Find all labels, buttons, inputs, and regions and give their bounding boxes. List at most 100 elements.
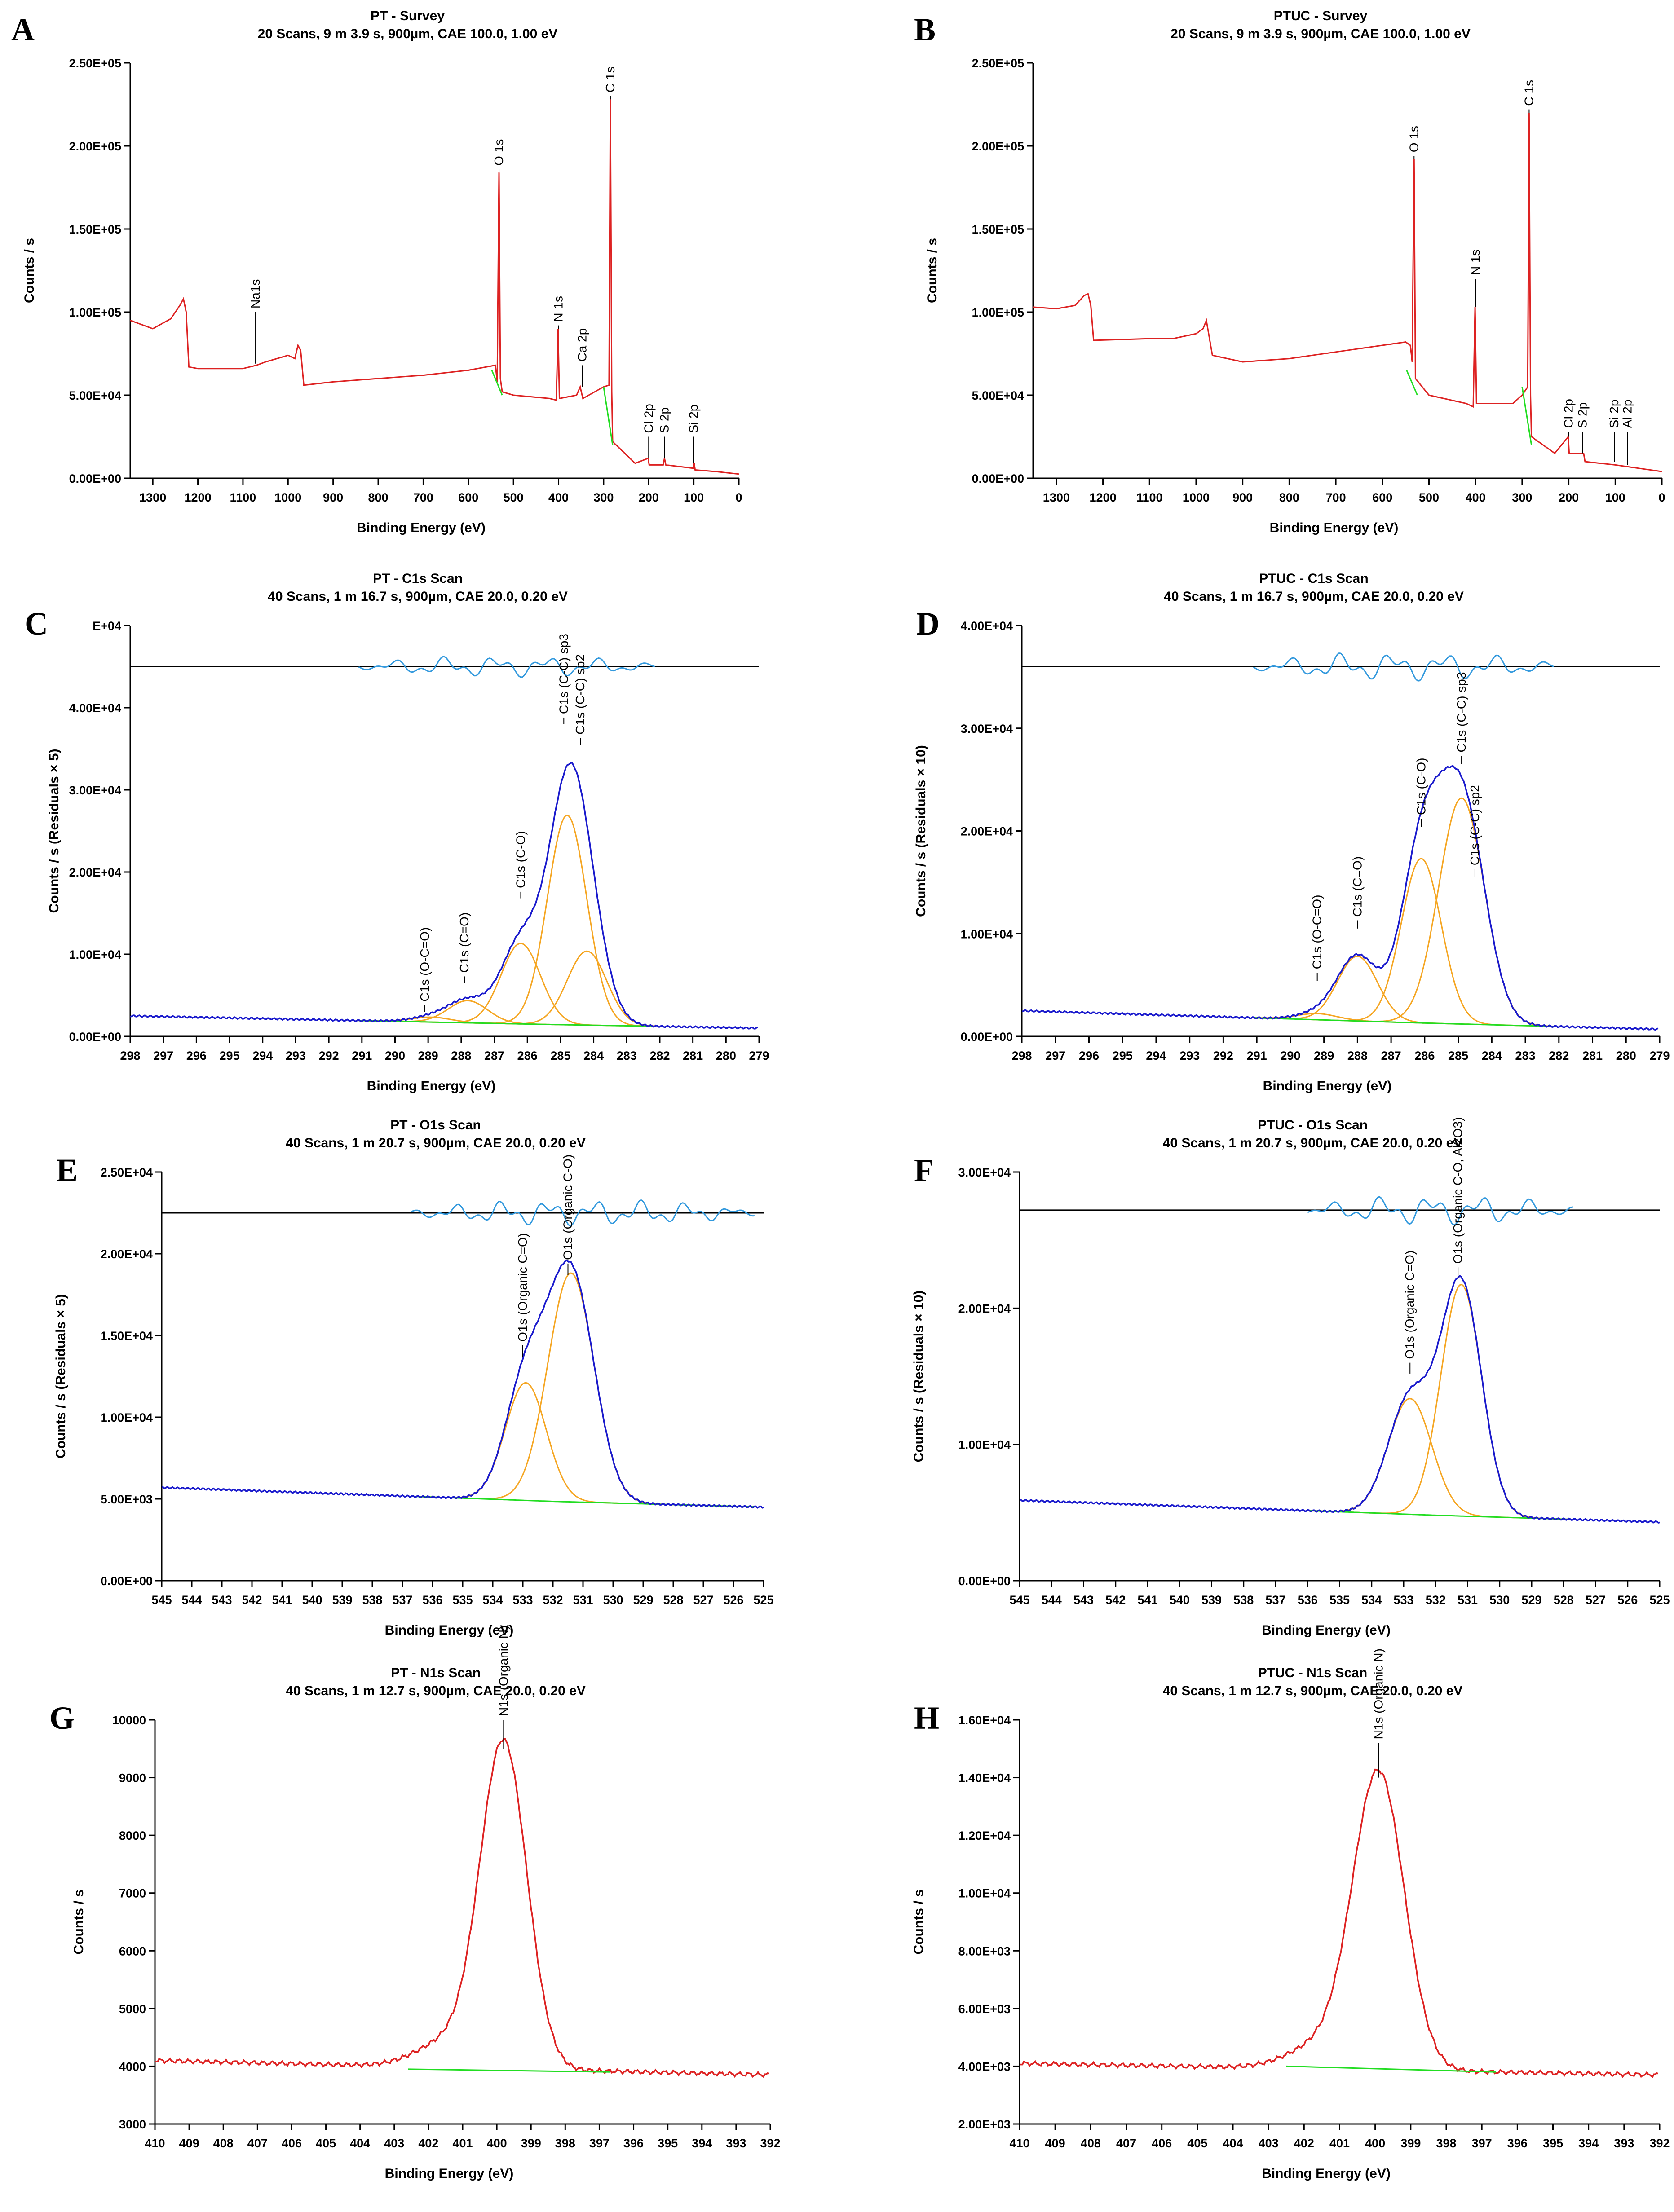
chart-panel-a: A PT - Survey 20 Scans, 9 m 3.9 s, 900µm, … (11, 9, 742, 535)
chart-title: PT - N1s Scan (391, 1666, 481, 1680)
panel-letter: F (914, 1152, 934, 1188)
peak-label: Ca 2p (575, 328, 589, 362)
chart-panel-c: C PT - C1s Scan 40 Scans, 1 m 16.7 s, 900µ… (25, 571, 769, 1093)
peak-label: Na1s (248, 279, 262, 308)
x-tick-label: 541 (1137, 1593, 1157, 1607)
chart-panel-d: D PTUC - C1s Scan 40 Scans, 1 m 16.7 s, 90… (914, 571, 1670, 1093)
fit-component-line (1349, 1283, 1573, 1520)
fit-envelope-line (162, 1259, 764, 1509)
fit-envelope-line (1022, 765, 1659, 1031)
n1s-spectrum-line (1020, 1768, 1659, 2078)
survey-background-segment (603, 387, 614, 445)
x-tick-label: 280 (716, 1049, 736, 1062)
y-tick-label: 0.00E+00 (69, 1030, 121, 1044)
x-tick-label: 392 (760, 2137, 780, 2150)
y-tick-label: E+04 (93, 619, 121, 633)
y-tick-label: 2.00E+04 (69, 866, 121, 879)
panel-letter: B (914, 12, 936, 48)
chart-subtitle: 40 Scans, 1 m 20.7 s, 900µm, CAE 20.0, 0… (286, 1136, 586, 1150)
x-tick-label: 284 (1482, 1049, 1502, 1062)
y-tick-label: 0.00E+00 (101, 1574, 153, 1588)
x-tick-label: 530 (1489, 1593, 1510, 1607)
y-tick-label: 1.00E+04 (961, 927, 1013, 941)
peak-label: C1s (C=O) (1350, 856, 1364, 917)
x-tick-label: 536 (1298, 1593, 1318, 1607)
x-tick-label: 539 (1201, 1593, 1222, 1607)
x-tick-label: 398 (555, 2137, 575, 2150)
y-tick-label: 3000 (119, 2118, 146, 2131)
x-tick-label: 1000 (274, 491, 301, 504)
y-tick-label: 1.60E+04 (958, 1714, 1011, 1727)
peak-label: C1s (C-C) sp2 (1468, 785, 1482, 865)
x-tick-label: 281 (1582, 1049, 1603, 1062)
x-tick-label: 531 (573, 1593, 593, 1607)
x-tick-label: 279 (1649, 1049, 1670, 1062)
x-tick-label: 282 (1549, 1049, 1569, 1062)
peak-label: Si 2p (1607, 400, 1621, 428)
y-tick-label: 4000 (119, 2060, 146, 2073)
peak-label: C1s (C-O) (1414, 758, 1428, 815)
peak-label: O1s (Organic C-O) (561, 1154, 575, 1260)
x-tick-label: 407 (247, 2137, 268, 2150)
x-tick-label: 284 (583, 1049, 604, 1062)
x-tick-label: 290 (1280, 1049, 1300, 1062)
x-tick-label: 1200 (1090, 491, 1117, 504)
y-axis-label: Counts / s (Residuals × 10) (914, 745, 928, 917)
x-tick-label: 282 (649, 1049, 670, 1062)
x-tick-label: 395 (1543, 2137, 1563, 2150)
x-tick-label: 600 (458, 491, 478, 504)
y-tick-label: 6.00E+03 (958, 2002, 1011, 2016)
x-tick-label: 405 (1187, 2137, 1207, 2150)
chart-panel-f: F PTUC - O1s Scan 40 Scans, 1 m 20.7 s, 90… (911, 1117, 1670, 1638)
x-tick-label: 294 (252, 1049, 273, 1062)
residual-line (411, 1199, 755, 1227)
x-tick-label: 538 (362, 1593, 382, 1607)
fit-envelope-line (1020, 1275, 1660, 1524)
y-tick-label: 4.00E+04 (69, 701, 121, 715)
x-tick-label: 288 (451, 1049, 471, 1062)
x-tick-label: 298 (120, 1049, 140, 1062)
y-tick-label: 5.00E+03 (101, 1493, 153, 1506)
x-tick-label: 407 (1116, 2137, 1136, 2150)
x-tick-label: 544 (181, 1593, 202, 1607)
y-tick-label: 1.00E+04 (69, 948, 121, 961)
x-axis-label: Binding Energy (eV) (1263, 1079, 1392, 1093)
x-tick-label: 526 (723, 1593, 743, 1607)
x-tick-label: 286 (1414, 1049, 1435, 1062)
chart-title: PT - C1s Scan (373, 571, 463, 586)
x-tick-label: 399 (1400, 2137, 1421, 2150)
x-tick-label: 1100 (230, 491, 256, 504)
x-tick-label: 402 (1294, 2137, 1314, 2150)
x-tick-label: 539 (332, 1593, 352, 1607)
y-axis-label: Counts / s (Residuals × 5) (47, 749, 62, 913)
x-tick-label: 700 (1326, 491, 1346, 504)
x-tick-label: 600 (1372, 491, 1392, 504)
survey-background-segment (1521, 387, 1533, 445)
peak-label: O 1s (1407, 126, 1421, 152)
fit-component-line (1309, 1398, 1522, 1519)
x-tick-label: 404 (1223, 2137, 1243, 2150)
x-tick-label: 285 (550, 1049, 570, 1062)
x-tick-label: 400 (1466, 491, 1486, 504)
x-tick-label: 535 (452, 1593, 473, 1607)
peak-label: Cl 2p (641, 404, 655, 433)
x-axis-label: Binding Energy (eV) (1262, 1623, 1391, 1638)
y-tick-label: 1.00E+05 (69, 306, 121, 319)
x-tick-label: 399 (521, 2137, 541, 2150)
chart-subtitle: 40 Scans, 1 m 12.7 s, 900µm, CAE 20.0, 0… (286, 1683, 586, 1698)
peak-label: Si 2p (687, 405, 701, 433)
x-tick-label: 540 (302, 1593, 322, 1607)
x-tick-label: 406 (1152, 2137, 1172, 2150)
x-tick-label: 529 (1521, 1593, 1541, 1607)
x-tick-label: 291 (352, 1049, 372, 1062)
y-tick-label: 2.00E+04 (961, 825, 1013, 838)
chart-panel-e: E PT - O1s Scan 40 Scans, 1 m 20.7 s, 900µ… (53, 1118, 774, 1638)
peak-label: Cl 2p (1562, 399, 1576, 428)
x-tick-label: 296 (1079, 1049, 1099, 1062)
panel-letter: H (914, 1700, 939, 1736)
y-axis-label: Counts / s (22, 238, 37, 303)
chart-subtitle: 20 Scans, 9 m 3.9 s, 900µm, CAE 100.0, 1… (1170, 26, 1471, 41)
x-tick-label: 297 (1045, 1049, 1065, 1062)
x-tick-label: 300 (593, 491, 614, 504)
panel-letter: G (49, 1700, 75, 1736)
